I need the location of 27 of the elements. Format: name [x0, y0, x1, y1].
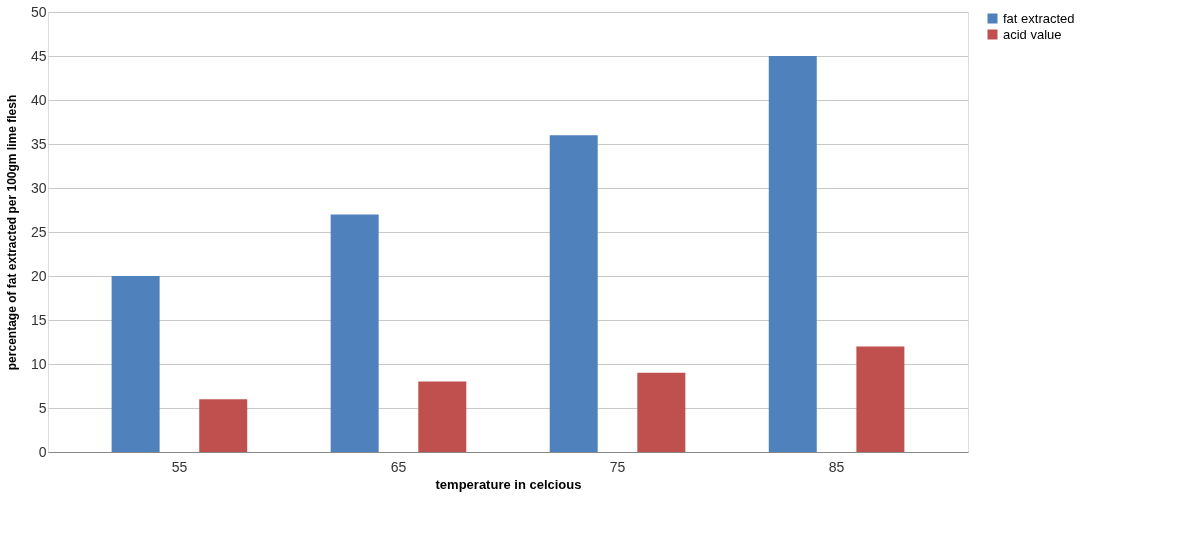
y-axis-title: percentage of fat extracted per 100gm lime flesh [4, 94, 19, 371]
bar [111, 276, 160, 452]
y-tick-label: 15 [30, 311, 47, 328]
y-tick-label: 25 [30, 223, 47, 240]
y-tick-label: 10 [30, 355, 47, 372]
y-tick-label: 5 [38, 399, 47, 416]
bar [330, 214, 379, 452]
y-tick-label: 20 [30, 267, 47, 284]
x-tick-label: 85 [828, 458, 845, 475]
bar [637, 372, 686, 452]
y-tick-label: 30 [30, 179, 47, 196]
x-tick-label: 65 [390, 458, 407, 475]
x-axis-title: temperature in celcious [435, 476, 582, 492]
y-tick-label: 45 [30, 47, 47, 64]
legend-label: acid value [1003, 26, 1062, 42]
y-tick-label: 50 [30, 3, 47, 20]
legend-label: fat extracted [1003, 10, 1075, 26]
y-tick-label: 40 [30, 91, 47, 108]
bar [418, 381, 467, 452]
x-tick-label: 75 [609, 458, 626, 475]
bar [768, 56, 817, 452]
bar [199, 399, 248, 452]
y-tick-label: 0 [38, 443, 47, 460]
bar [856, 346, 905, 452]
y-tick-label: 35 [30, 135, 47, 152]
x-tick-label: 55 [171, 458, 188, 475]
bar [549, 135, 598, 452]
